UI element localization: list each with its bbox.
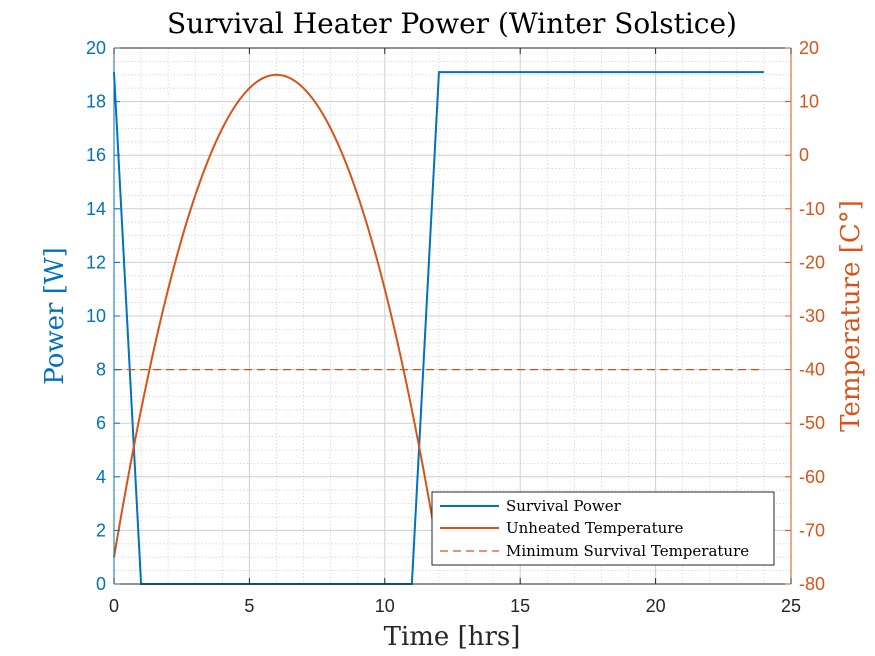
y-tick-label-right: -40 bbox=[799, 360, 825, 380]
legend-label-minimum-survival-temperature: Minimum Survival Temperature bbox=[506, 542, 749, 560]
y-tick-label-left: 6 bbox=[96, 413, 106, 433]
chart-title: Survival Heater Power (Winter Solstice) bbox=[167, 7, 737, 40]
y-tick-label-right: -50 bbox=[799, 413, 825, 433]
x-tick-label: 10 bbox=[375, 596, 395, 616]
y-tick-label-left: 12 bbox=[86, 252, 106, 272]
axes bbox=[113, 47, 792, 585]
x-tick-label: 20 bbox=[646, 596, 666, 616]
y-tick-label-right: 0 bbox=[799, 145, 809, 165]
y-tick-label-left: 16 bbox=[86, 145, 106, 165]
series-unheated-temperature bbox=[113, 73, 440, 558]
y-tick-label-right: -20 bbox=[799, 252, 825, 272]
y-tick-label-right: -10 bbox=[799, 199, 825, 219]
y-tick-label-left: 8 bbox=[96, 360, 106, 380]
y-axis-label-right: Temperature [C°] bbox=[836, 200, 866, 432]
x-axis-label: Time [hrs] bbox=[384, 622, 521, 652]
y-tick-label-left: 18 bbox=[86, 92, 106, 112]
tick-labels: 0 5 10 15 20 25 0 2 4 6 8 10 12 14 16 18 20 -80 -70 -60 -50 -… bbox=[86, 38, 825, 616]
y-tick-label-left: 14 bbox=[86, 199, 106, 219]
legend-label-unheated-temperature: Unheated Temperature bbox=[506, 519, 683, 537]
x-tick-label: 15 bbox=[510, 596, 530, 616]
y-tick-label-right: -80 bbox=[799, 574, 825, 594]
y-tick-label-right: 10 bbox=[799, 92, 819, 112]
y-axis-label-left: Power [W] bbox=[40, 247, 70, 384]
x-tick-label: 0 bbox=[109, 596, 119, 616]
x-tick-label: 5 bbox=[244, 596, 254, 616]
legend: Survival Power Unheated Temperature Mini… bbox=[431, 491, 775, 566]
y-tick-label-left: 4 bbox=[96, 467, 106, 487]
y-tick-label-right: -30 bbox=[799, 306, 825, 326]
y-tick-label-right: -70 bbox=[799, 520, 825, 540]
legend-label-survival-power: Survival Power bbox=[506, 497, 622, 515]
y-tick-label-left: 2 bbox=[96, 520, 106, 540]
y-tick-label-right: -60 bbox=[799, 467, 825, 487]
x-tick-label: 25 bbox=[781, 596, 801, 616]
y-tick-label-left: 10 bbox=[86, 306, 106, 326]
y-tick-label-left: 20 bbox=[86, 38, 106, 58]
y-tick-label-right: 20 bbox=[799, 38, 819, 58]
grid bbox=[113, 47, 792, 585]
y-tick-label-left: 0 bbox=[96, 574, 106, 594]
